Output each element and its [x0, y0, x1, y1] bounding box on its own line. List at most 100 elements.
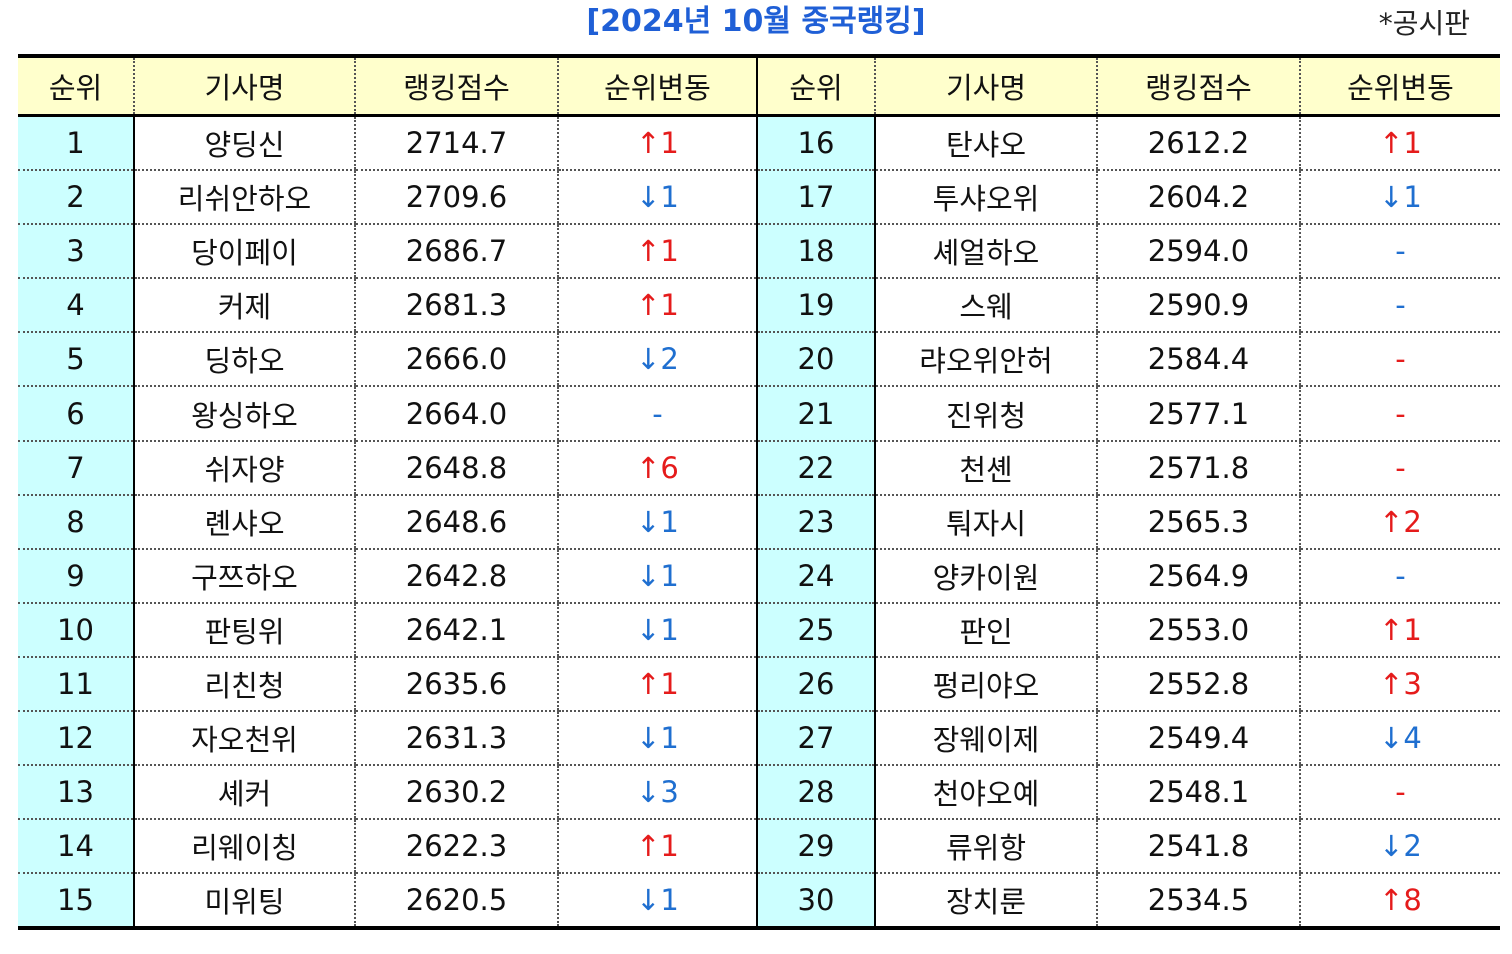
player-name-cell: 장치룬	[874, 873, 1097, 929]
rank-change-value: -	[1395, 288, 1406, 323]
player-name-cell: 투샤오위	[874, 170, 1097, 226]
rank-cell: 6	[18, 386, 134, 442]
rank-change-cell: ↓1	[557, 170, 757, 226]
score-cell: 2664.0	[354, 386, 558, 442]
ranking-table: 순위 기사명 랭킹점수 순위변동 순위 기사명 랭킹점수 순위변동 1 양딩신 27…	[18, 54, 1500, 931]
rank-cell: 7	[18, 440, 134, 496]
player-name-cell: 왕싱하오	[133, 386, 355, 442]
rank-cell: 9	[18, 548, 134, 604]
rank-change-value: ↑1	[1379, 126, 1422, 161]
rank-cell: 22	[756, 440, 875, 496]
rank-change-cell: -	[1299, 224, 1500, 280]
score-cell: 2571.8	[1096, 440, 1300, 496]
player-name-cell: 당이페이	[133, 224, 355, 280]
player-name-cell: 천야오예	[874, 765, 1097, 821]
rank-change-cell: ↑1	[557, 224, 757, 280]
table-row: 6 왕싱하오 2664.0 - 21 진위청 2577.1 -	[18, 386, 1500, 442]
rank-change-value: ↓1	[636, 883, 679, 918]
rank-change-cell: ↓1	[557, 602, 757, 658]
player-name-cell: 탄샤오	[874, 115, 1097, 172]
header-name-left: 기사명	[133, 56, 355, 117]
table-row: 12 자오천위 2631.3 ↓1 27 장웨이제 2549.4 ↓4	[18, 711, 1500, 767]
rank-cell: 14	[18, 819, 134, 875]
rank-change-value: ↓1	[636, 558, 679, 593]
player-name-cell: 진위청	[874, 386, 1097, 442]
rank-change-value: ↓1	[636, 504, 679, 539]
header-rank-right: 순위	[756, 56, 875, 117]
rank-change-value: -	[1395, 558, 1406, 593]
table-row: 8 롄샤오 2648.6 ↓1 23 퉈자시 2565.3 ↑2	[18, 494, 1500, 550]
table-row: 4 커제 2681.3 ↑1 19 스웨 2590.9 -	[18, 278, 1500, 334]
rank-change-cell: -	[1299, 332, 1500, 388]
score-cell: 2552.8	[1096, 656, 1300, 713]
rank-cell: 8	[18, 494, 134, 550]
rank-cell: 2	[18, 170, 134, 226]
rank-change-cell: ↑1	[557, 278, 757, 334]
rank-change-value: ↓1	[636, 180, 679, 215]
rank-cell: 29	[756, 819, 875, 875]
rank-change-value: -	[1395, 396, 1406, 431]
rank-change-value: ↑1	[636, 666, 679, 701]
rank-cell: 20	[756, 332, 875, 388]
player-name-cell: 셰얼하오	[874, 224, 1097, 280]
table-row: 1 양딩신 2714.7 ↑1 16 탄샤오 2612.2 ↑1	[18, 115, 1500, 172]
rank-change-value: ↓2	[1379, 829, 1422, 864]
rank-cell: 13	[18, 765, 134, 821]
source-note: *공시판	[1378, 7, 1470, 40]
rank-change-cell: ↓1	[557, 494, 757, 550]
rank-change-cell: ↓3	[557, 765, 757, 821]
rank-cell: 30	[756, 873, 875, 929]
rank-change-cell: -	[1299, 386, 1500, 442]
rank-change-value: ↓3	[636, 775, 679, 810]
score-cell: 2604.2	[1096, 170, 1300, 226]
rank-change-cell: ↓2	[1299, 819, 1500, 875]
player-name-cell: 스웨	[874, 278, 1097, 334]
rank-cell: 3	[18, 224, 134, 280]
score-cell: 2564.9	[1096, 548, 1300, 604]
rank-change-value: ↑1	[1379, 612, 1422, 647]
rank-change-value: ↑1	[636, 126, 679, 161]
table-header-row: 순위 기사명 랭킹점수 순위변동 순위 기사명 랭킹점수 순위변동	[18, 56, 1500, 117]
score-cell: 2642.1	[354, 602, 558, 658]
table-row: 15 미위팅 2620.5 ↓1 30 장치룬 2534.5 ↑8	[18, 873, 1500, 929]
table-row: 5 딩하오 2666.0 ↓2 20 랴오위안허 2584.4 -	[18, 332, 1500, 388]
rank-change-cell: ↑1	[1299, 115, 1500, 172]
rank-change-value: -	[1395, 234, 1406, 269]
score-cell: 2548.1	[1096, 765, 1300, 821]
rank-change-cell: -	[1299, 548, 1500, 604]
player-name-cell: 리친청	[133, 656, 355, 713]
score-cell: 2709.6	[354, 170, 558, 226]
rank-change-value: ↑3	[1379, 666, 1422, 701]
score-cell: 2590.9	[1096, 278, 1300, 334]
rank-change-cell: ↑1	[557, 115, 757, 172]
rank-cell: 12	[18, 711, 134, 767]
rank-cell: 25	[756, 602, 875, 658]
rank-change-cell: ↑1	[557, 656, 757, 713]
player-name-cell: 판인	[874, 602, 1097, 658]
table-row: 11 리친청 2635.6 ↑1 26 펑리야오 2552.8 ↑3	[18, 656, 1500, 713]
rank-change-cell: ↑1	[1299, 602, 1500, 658]
rank-change-value: ↑1	[636, 288, 679, 323]
score-cell: 2577.1	[1096, 386, 1300, 442]
score-cell: 2612.2	[1096, 115, 1300, 172]
score-cell: 2584.4	[1096, 332, 1300, 388]
score-cell: 2714.7	[354, 115, 558, 172]
rank-cell: 4	[18, 278, 134, 334]
rank-change-value: ↑8	[1379, 883, 1422, 918]
score-cell: 2631.3	[354, 711, 558, 767]
header-name-right: 기사명	[874, 56, 1097, 117]
header-change-right: 순위변동	[1299, 56, 1500, 117]
rank-change-cell: ↓1	[557, 711, 757, 767]
score-cell: 2553.0	[1096, 602, 1300, 658]
rank-cell: 21	[756, 386, 875, 442]
header-score-right: 랭킹점수	[1096, 56, 1300, 117]
score-cell: 2534.5	[1096, 873, 1300, 929]
score-cell: 2686.7	[354, 224, 558, 280]
player-name-cell: 류위항	[874, 819, 1097, 875]
score-cell: 2620.5	[354, 873, 558, 929]
rank-cell: 27	[756, 711, 875, 767]
rank-cell: 5	[18, 332, 134, 388]
rank-change-value: ↓2	[636, 342, 679, 377]
rank-change-value: ↑2	[1379, 504, 1422, 539]
page-title: [2024년 10월 중국랭킹]	[586, 4, 926, 39]
